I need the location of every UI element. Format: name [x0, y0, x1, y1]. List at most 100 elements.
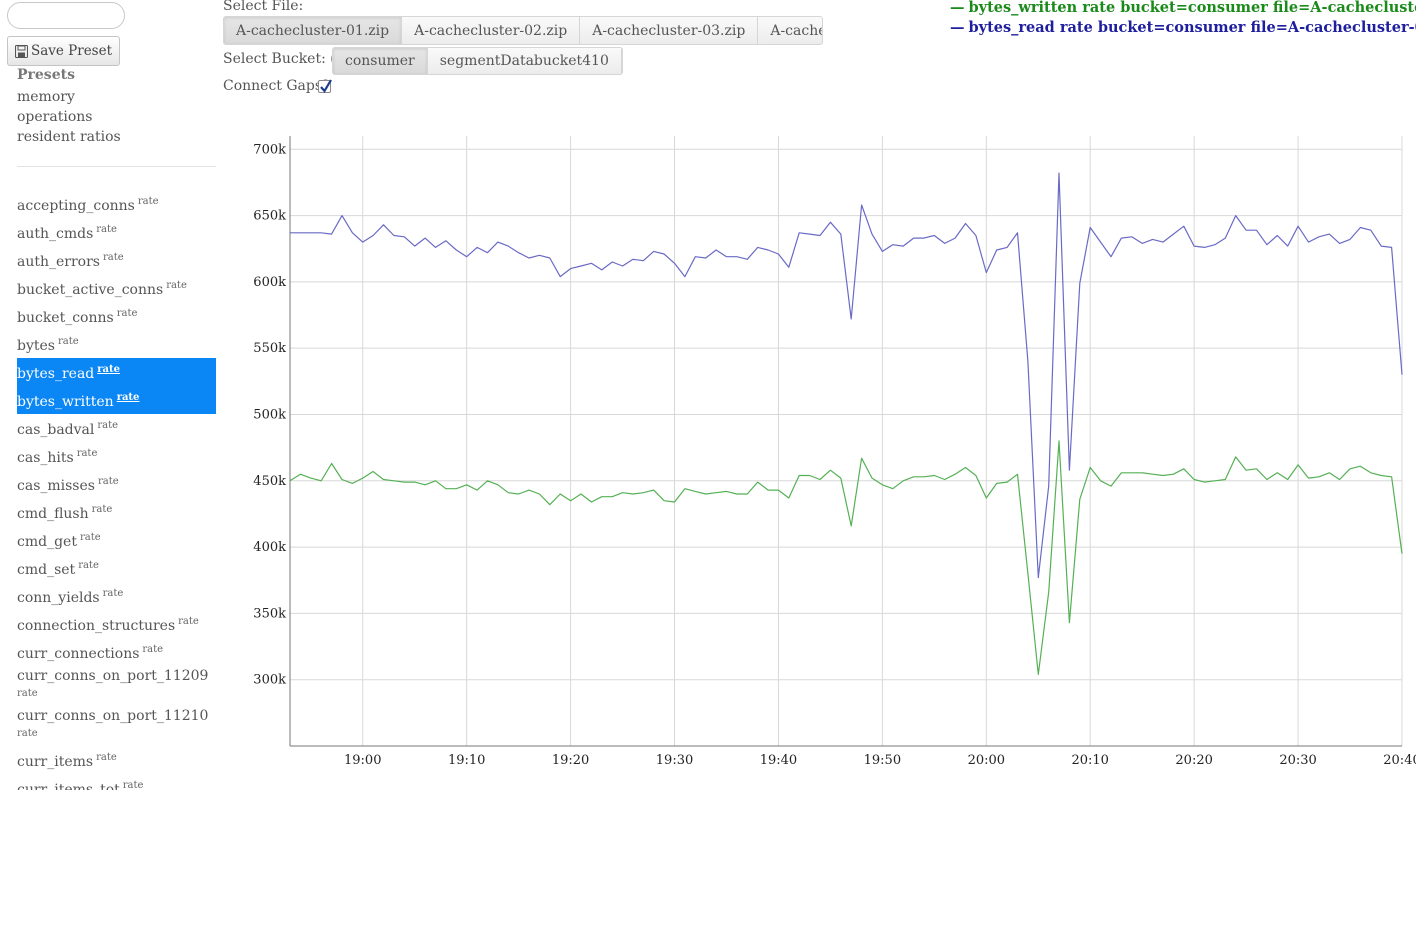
file-tabs: A-cachecluster-01.zip A-cachecluster-02.z… [223, 16, 823, 45]
stat-item[interactable]: bytes_read rate [17, 358, 216, 386]
y-tick-label: 700k [253, 142, 286, 157]
stat-name: bytes [17, 338, 55, 354]
stat-name: cmd_flush [17, 506, 89, 522]
stat-name: cmd_get [17, 534, 77, 550]
stat-name: curr_conns_on_port_11210 [17, 708, 209, 724]
x-tick-label: 20:30 [1279, 753, 1316, 768]
stat-item[interactable]: bucket_conns rate [17, 302, 216, 330]
stat-item[interactable]: conn_yields rate [17, 582, 216, 610]
legend-label: bytes_read rate bucket=consumer file=A-c… [968, 19, 1416, 36]
file-tab[interactable]: A-cachecluster-03.zip [580, 17, 759, 44]
stat-rate-link[interactable]: rate [17, 688, 38, 699]
stat-rate-link[interactable]: rate [57, 336, 79, 347]
stat-rate-link[interactable]: rate [142, 644, 164, 655]
stat-item[interactable]: cmd_get rate [17, 526, 216, 554]
preset-name-input[interactable] [7, 2, 125, 29]
stat-name: bucket_active_conns [17, 282, 164, 298]
stat-rate-link[interactable]: rate [17, 728, 38, 739]
x-tick-label: 19:10 [448, 753, 485, 768]
stat-item[interactable]: accepting_conns rate [17, 190, 216, 218]
y-tick-label: 450k [253, 474, 286, 489]
stat-item[interactable]: bucket_active_conns rate [17, 274, 216, 302]
stat-name: cas_misses [17, 478, 95, 494]
stat-rate-link[interactable]: rate [137, 196, 159, 207]
stat-rate-link[interactable]: rate [122, 780, 144, 790]
connect-gaps-checkbox[interactable] [318, 79, 332, 93]
stat-rate-link[interactable]: rate [96, 752, 117, 763]
stat-rate-link[interactable]: rate [166, 280, 187, 291]
stat-item[interactable]: cmd_flush rate [17, 498, 216, 526]
preset-item[interactable]: resident ratios [17, 129, 121, 145]
connect-gaps-label: Connect Gaps? [223, 78, 330, 94]
bucket-tab[interactable]: consumer [333, 48, 428, 74]
stat-name: bytes_read [17, 366, 95, 382]
stat-item[interactable]: cas_hits rate [17, 442, 216, 470]
stat-name: curr_conns_on_port_11209 [17, 668, 209, 684]
x-tick-label: 20:20 [1175, 753, 1212, 768]
sidebar: Save Preset Presets memory operations resi… [0, 0, 222, 790]
stat-item[interactable]: auth_cmds rate [17, 218, 216, 246]
stat-name: accepting_conns [17, 198, 135, 214]
checkmark-icon [320, 79, 332, 93]
y-tick-label: 600k [253, 275, 286, 290]
x-tick-label: 20:40 [1383, 753, 1416, 768]
stat-name: conn_yields [17, 590, 100, 606]
select-file-label: Select File: [223, 0, 304, 14]
stat-name: curr_connections [17, 646, 140, 662]
preset-item[interactable]: memory [17, 89, 75, 105]
x-tick-label: 19:30 [656, 753, 693, 768]
stat-rate-link[interactable]: rate [97, 364, 120, 375]
stat-rate-link[interactable]: rate [116, 392, 140, 403]
file-tab[interactable]: A-cachecluster-04 [758, 17, 822, 44]
x-tick-label: 19:40 [760, 753, 797, 768]
save-preset-label: Save Preset [30, 43, 113, 59]
preset-item[interactable]: operations [17, 109, 93, 125]
y-tick-label: 550k [253, 341, 286, 356]
y-tick-label: 500k [253, 407, 286, 422]
stat-name: connection_structures [17, 618, 176, 634]
stat-item[interactable]: cas_badval rate [17, 414, 216, 442]
stat-rate-link[interactable]: rate [178, 616, 199, 627]
stat-item[interactable]: curr_items rate [17, 746, 216, 774]
stat-rate-link[interactable]: rate [102, 252, 124, 263]
legend-entry: — bytes_read rate bucket=consumer file=A-… [950, 18, 1416, 38]
presets-heading: Presets [17, 67, 75, 83]
stat-rate-link[interactable]: rate [79, 532, 101, 543]
stat-name: auth_errors [17, 254, 100, 270]
stat-rate-link[interactable]: rate [76, 448, 98, 459]
save-preset-button[interactable]: Save Preset [7, 36, 120, 66]
stat-name: bucket_conns [17, 310, 114, 326]
stat-item[interactable]: curr_connections rate [17, 638, 216, 666]
x-tick-label: 20:10 [1071, 753, 1108, 768]
stat-rate-link[interactable]: rate [78, 560, 99, 571]
stat-item[interactable]: cas_misses rate [17, 470, 216, 498]
stats-list: accepting_conns rate auth_cmds rate auth_err… [17, 190, 216, 790]
stat-item[interactable]: bytes_written rate [17, 386, 216, 414]
stat-rate-link[interactable]: rate [96, 224, 117, 235]
stat-item[interactable]: curr_items_tot rate [17, 774, 216, 790]
stat-rate-link[interactable]: rate [116, 308, 138, 319]
line-chart: 300k 350k 400k 450k 500k 550k 600k 650k 700k 19:0… [253, 136, 1416, 768]
stat-name: curr_items [17, 754, 94, 770]
stat-item[interactable]: auth_errors rate [17, 246, 216, 274]
stat-rate-link[interactable]: rate [97, 476, 119, 487]
bucket-tab[interactable]: segmentDatabucket410 [428, 48, 622, 74]
file-tab[interactable]: A-cachecluster-01.zip [224, 17, 403, 44]
stat-name: bytes_written [17, 394, 114, 410]
file-tab[interactable]: A-cachecluster-02.zip [402, 17, 581, 44]
stat-item[interactable]: bytes rate [17, 330, 216, 358]
stat-item[interactable]: connection_structures rate [17, 610, 216, 638]
stat-rate-link[interactable]: rate [102, 588, 124, 599]
legend-swatch: — [950, 0, 965, 16]
stat-rate-link[interactable]: rate [91, 504, 113, 515]
stat-rate-link[interactable]: rate [97, 420, 119, 431]
legend-entry: — bytes_written rate bucket=consumer file… [950, 0, 1416, 18]
presets-list: memory operations resident ratios [17, 87, 121, 147]
select-bucket-label: Select Bucket: (2) [223, 51, 351, 67]
stat-item[interactable]: cmd_set rate [17, 554, 216, 582]
x-tick-label: 20:00 [968, 753, 1005, 768]
stat-name: curr_items_tot [17, 782, 120, 790]
floppy-disk-icon [14, 44, 28, 58]
